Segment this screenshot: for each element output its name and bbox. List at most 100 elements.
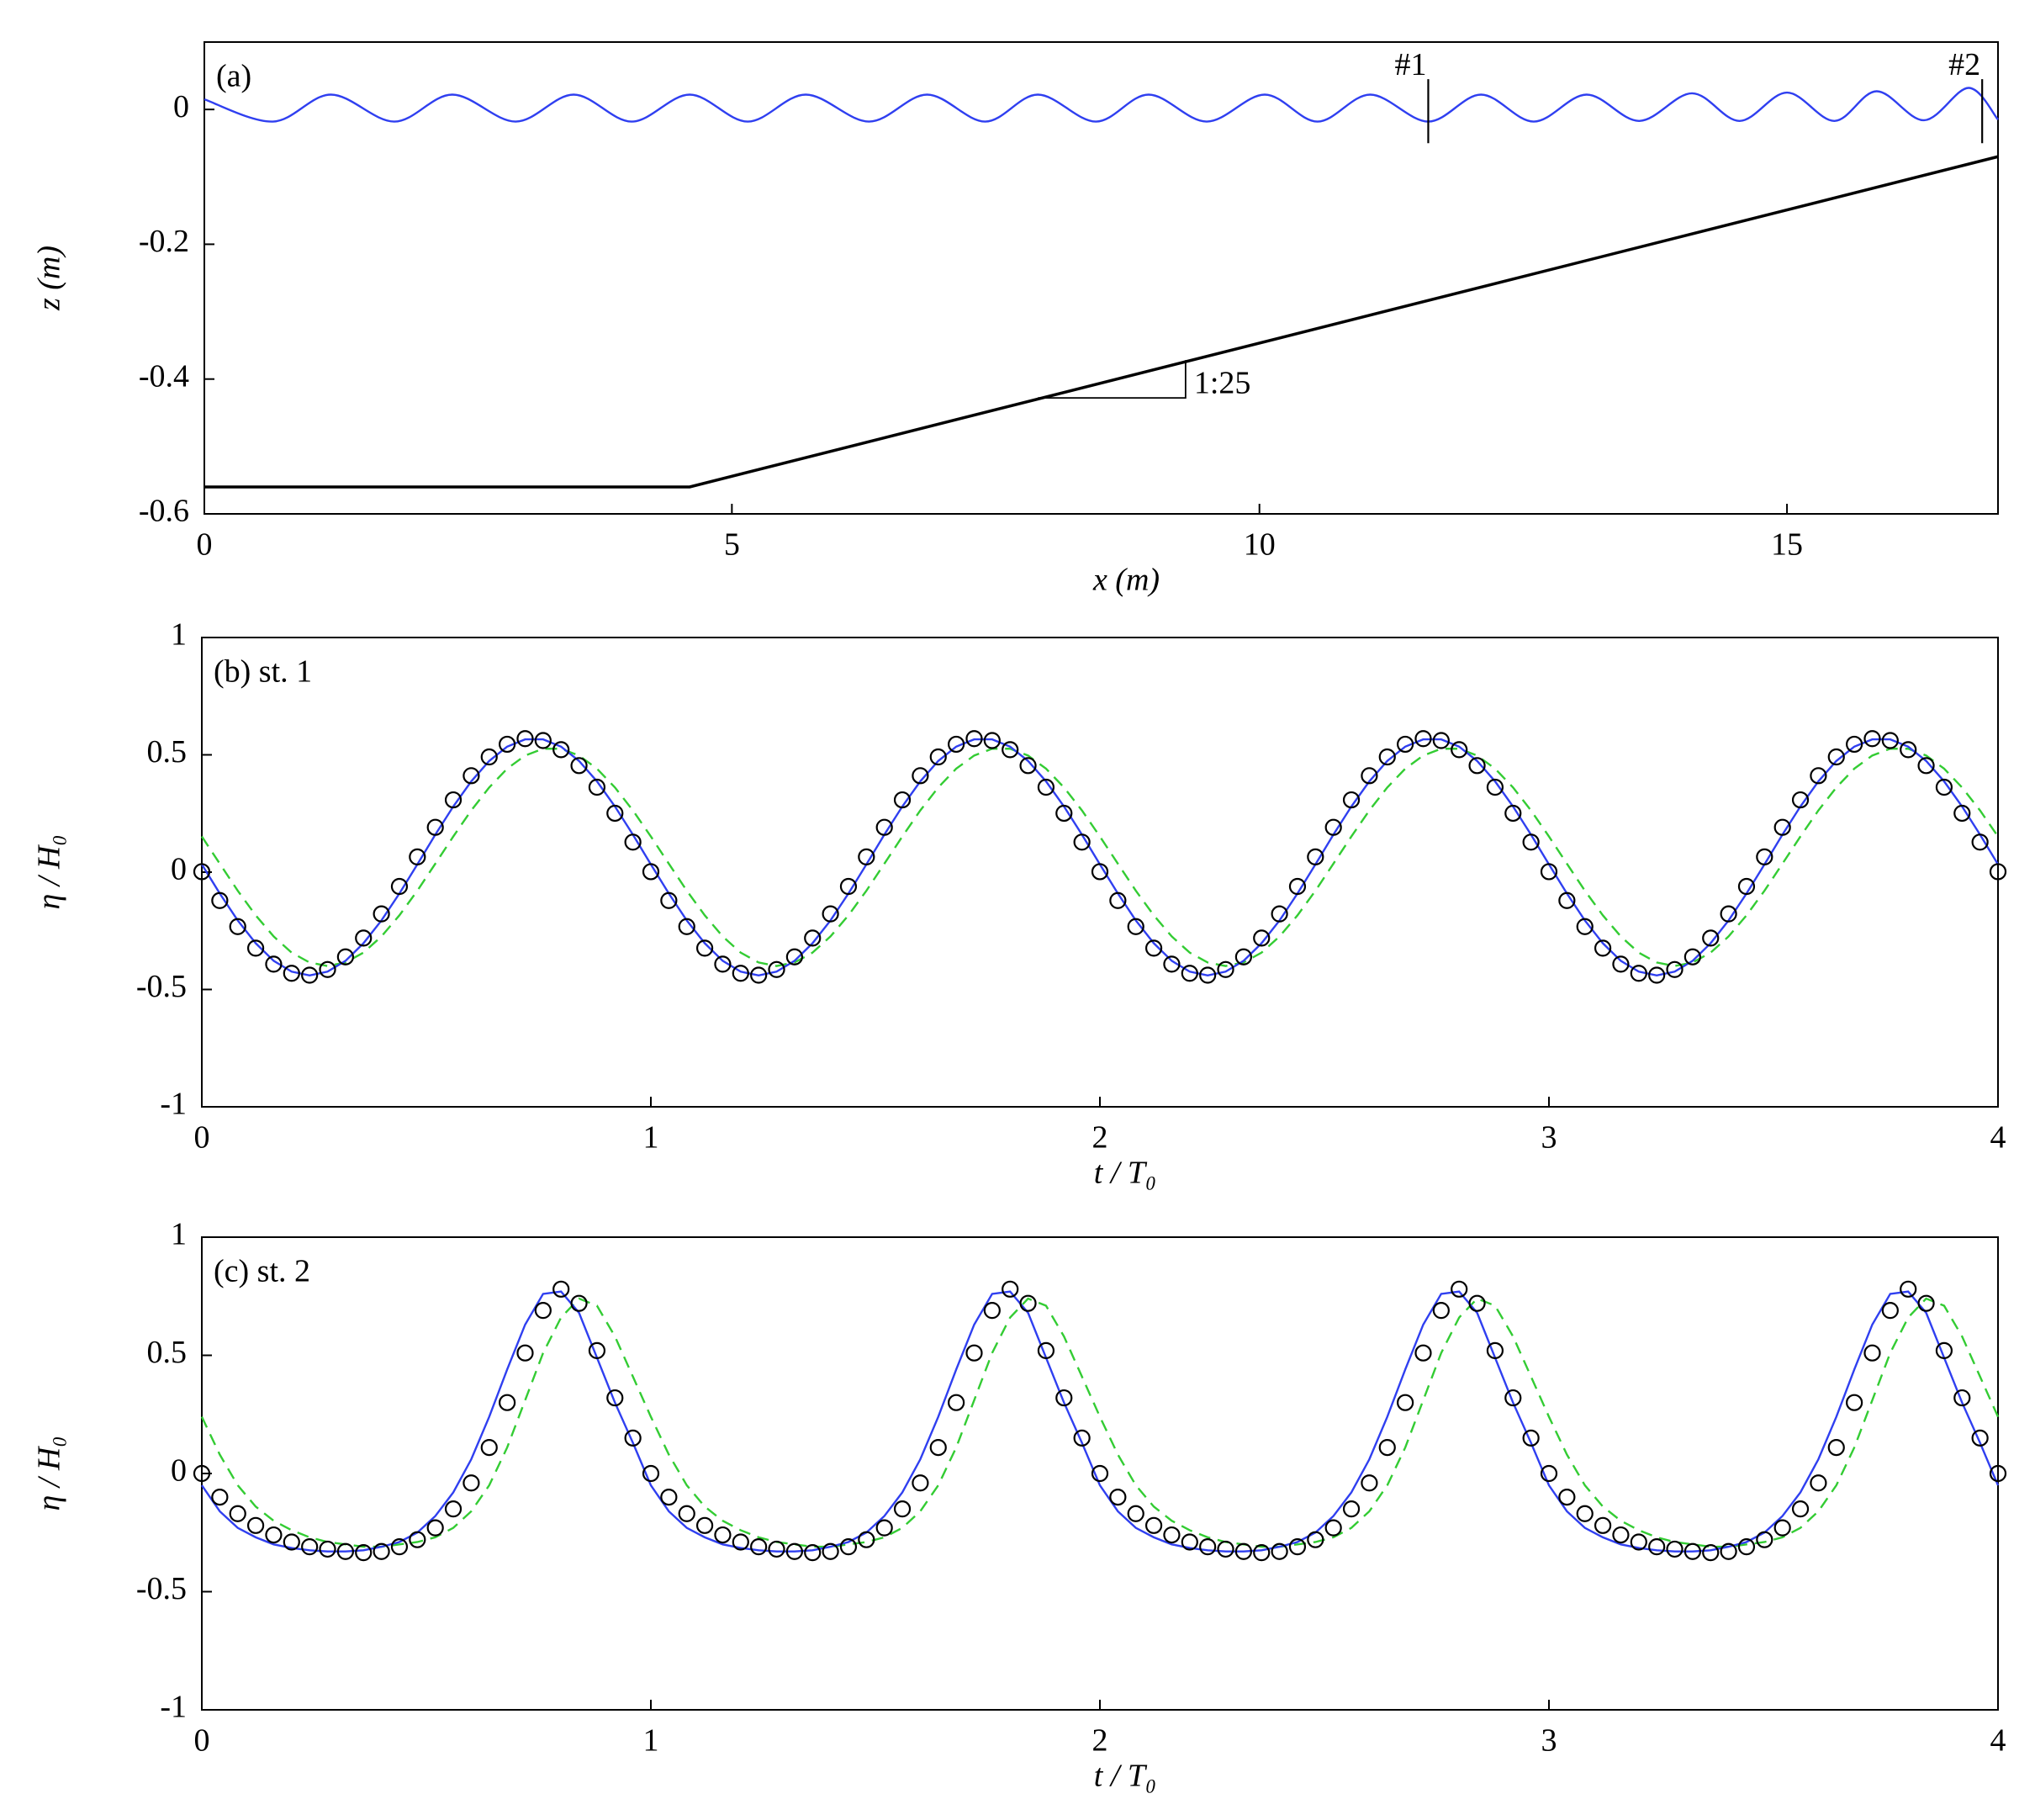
panel-title: (a)	[216, 59, 251, 94]
data-point	[1504, 804, 1522, 823]
data-point	[1935, 1341, 1953, 1359]
data-point	[480, 1438, 498, 1457]
x-axis-label: x (m)	[1092, 563, 1160, 598]
data-point	[1594, 939, 1612, 957]
data-point	[1181, 1533, 1198, 1551]
data-point	[1576, 1505, 1594, 1522]
data-point	[355, 1544, 373, 1562]
y-tick-label: -0.6	[139, 494, 189, 529]
x-tick-label: 3	[1541, 1120, 1557, 1156]
data-point	[570, 1294, 588, 1312]
panel: 0 1 2 3 4 -1 -0.5 0 0.5 1 (c) st. 2 t / T₀ η / H₀	[32, 1217, 2007, 1794]
data-point	[785, 948, 803, 966]
data-point	[301, 1538, 319, 1556]
data-line	[204, 87, 1999, 123]
data-point	[1109, 891, 1127, 909]
data-point	[373, 905, 390, 923]
data-point	[1486, 1341, 1504, 1359]
data-point	[1144, 939, 1163, 957]
data-point	[678, 1505, 695, 1522]
data-point	[426, 818, 444, 836]
data-point	[1037, 778, 1055, 796]
data-point	[1361, 1474, 1378, 1492]
data-point	[839, 1538, 858, 1556]
data-point	[480, 748, 498, 766]
data-point	[1217, 1540, 1234, 1558]
data-point	[336, 948, 354, 966]
data-point	[1827, 748, 1845, 766]
data-point	[1522, 833, 1540, 851]
data-point	[695, 1516, 714, 1534]
data-point	[1846, 735, 1863, 754]
data-point	[1576, 918, 1594, 935]
data-point	[1414, 730, 1432, 748]
data-point	[1468, 757, 1486, 775]
data-point	[1055, 1389, 1073, 1407]
data-point	[875, 1519, 893, 1537]
data-point	[750, 1538, 768, 1556]
data-point	[822, 1542, 839, 1560]
data-point	[1127, 918, 1144, 935]
data-point	[1720, 905, 1737, 923]
data-point	[1288, 1538, 1307, 1556]
data-point	[534, 1302, 552, 1320]
data-point	[1486, 778, 1504, 796]
x-tick-label: 2	[1092, 1120, 1108, 1156]
x-tick-label: 0	[194, 1120, 210, 1156]
x-tick-label: 4	[1990, 1723, 2006, 1759]
y-tick-label: -0.4	[139, 358, 189, 394]
data-point	[1397, 1394, 1414, 1411]
data-point	[444, 791, 462, 809]
y-axis-label: η / H₀	[32, 834, 67, 909]
y-tick-label: 0	[171, 852, 187, 887]
data-point	[355, 929, 373, 947]
data-point	[283, 1533, 300, 1551]
plot-frame	[201, 1236, 1999, 1711]
data-point	[893, 1500, 912, 1518]
data-point	[714, 955, 732, 973]
data-point	[1630, 965, 1647, 982]
data-point	[1971, 833, 1989, 851]
data-point	[858, 1531, 875, 1548]
data-point	[1307, 1531, 1324, 1548]
data-point	[948, 735, 965, 754]
panel-title: (b) st. 1	[214, 654, 312, 690]
data-point	[1271, 1542, 1288, 1560]
data-point	[1540, 863, 1558, 881]
data-point	[588, 778, 606, 796]
data-point	[1612, 955, 1630, 973]
data-point	[193, 1464, 211, 1483]
data-point	[336, 1542, 354, 1560]
data-point	[1648, 966, 1666, 984]
data-point	[552, 741, 570, 759]
data-point	[1361, 767, 1378, 785]
data-point	[1953, 804, 1971, 823]
data-point	[678, 918, 695, 935]
y-tick-label: -0.5	[136, 1571, 187, 1606]
data-point	[1324, 818, 1342, 836]
data-point	[1773, 1519, 1791, 1537]
data-point	[211, 1488, 229, 1506]
data-point	[1756, 848, 1773, 865]
data-point	[642, 863, 660, 881]
data-point	[1612, 1526, 1630, 1544]
x-axis-label: t / T₀	[1094, 1156, 1156, 1191]
data-point	[1863, 1344, 1881, 1362]
data-point	[1091, 863, 1109, 881]
data-point	[1468, 1294, 1486, 1312]
data-point	[606, 804, 624, 823]
data-point	[660, 891, 678, 909]
data-point	[1217, 960, 1234, 978]
panel-title: (c) st. 2	[214, 1254, 310, 1289]
data-point	[624, 1429, 642, 1447]
data-point	[211, 891, 229, 909]
data-point	[444, 1500, 462, 1518]
data-point	[1881, 732, 1899, 749]
x-tick-label: 2	[1092, 1723, 1108, 1759]
y-tick-label: 0.5	[147, 734, 188, 770]
data-point	[283, 965, 300, 982]
data-point	[839, 877, 858, 896]
data-point	[875, 818, 893, 836]
data-point	[1666, 960, 1684, 978]
